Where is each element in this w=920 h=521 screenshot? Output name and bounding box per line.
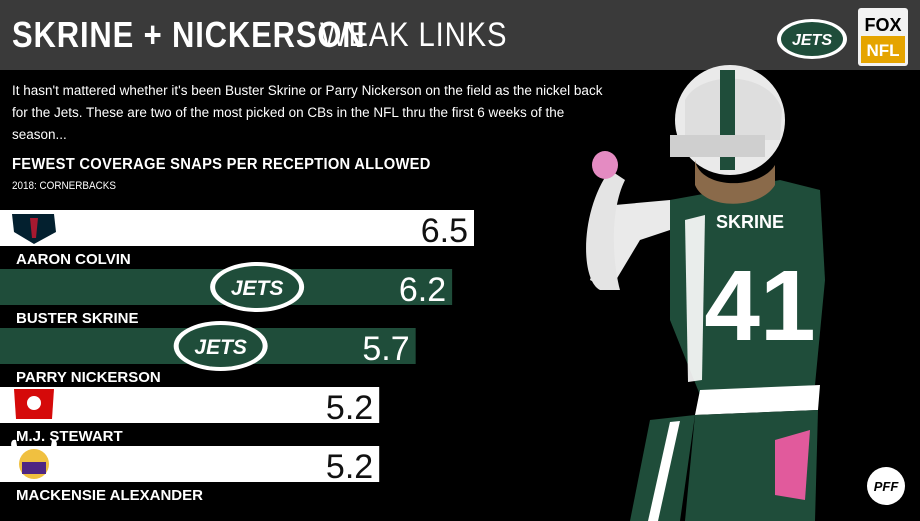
bar-value-label: 5.7 (362, 330, 409, 368)
fox-label: FOX (864, 15, 901, 35)
jets-logo-text: JETS (194, 336, 247, 359)
bar-chart: 6.5 AARON COLVIN JETS 6.2 BUSTER SKRINE JETS 5… (0, 210, 474, 504)
jets-logo-text: JETS (231, 277, 284, 300)
title-strong: SKRINE + NICKERSON (12, 14, 366, 55)
player-label: PARRY NICKERSON (16, 369, 161, 386)
title-banner: SKRINE + NICKERSON WEAK LINKS (0, 0, 920, 70)
jets-logo-icon: JETS (777, 19, 847, 59)
bar-value-label: 6.5 (421, 212, 468, 250)
vikings-logo-icon (11, 439, 57, 479)
pff-label: PFF (874, 479, 900, 494)
texans-logo-icon (12, 214, 56, 244)
chart-heading: FEWEST COVERAGE SNAPS PER RECEPTION ALLO… (12, 156, 431, 173)
bar-value-label: 5.2 (326, 448, 373, 486)
bar-value-label: 5.2 (326, 389, 373, 427)
nfl-label: NFL (866, 41, 899, 60)
jets-logo-icon: JETS (173, 321, 268, 371)
subtitle: It hasn't mattered whether it's been Bus… (12, 83, 603, 142)
player-photo: 41 SKRINE (586, 65, 825, 521)
player-label: AARON COLVIN (16, 251, 131, 268)
player-label: MACKENSIE ALEXANDER (16, 487, 203, 504)
jets-logo-icon: JETS (210, 262, 305, 312)
jersey-name: SKRINE (716, 212, 784, 232)
fox-nfl-icon: FOX NFL (858, 8, 908, 66)
bar-value-label: 6.2 (399, 271, 446, 309)
player-label: M.J. STEWART (16, 428, 123, 445)
player-label: BUSTER SKRINE (16, 310, 139, 327)
buccaneers-logo-icon (14, 389, 54, 419)
bar (0, 446, 380, 482)
title-light: WEAK LINKS (320, 16, 508, 54)
bar (0, 387, 380, 423)
jets-logo-text: JETS (792, 32, 832, 49)
jersey-number: 41 (704, 250, 815, 362)
chart-subheading: 2018: CORNERBACKS (12, 180, 116, 192)
bar (0, 210, 474, 246)
pff-logo-icon: PFF (867, 467, 905, 505)
